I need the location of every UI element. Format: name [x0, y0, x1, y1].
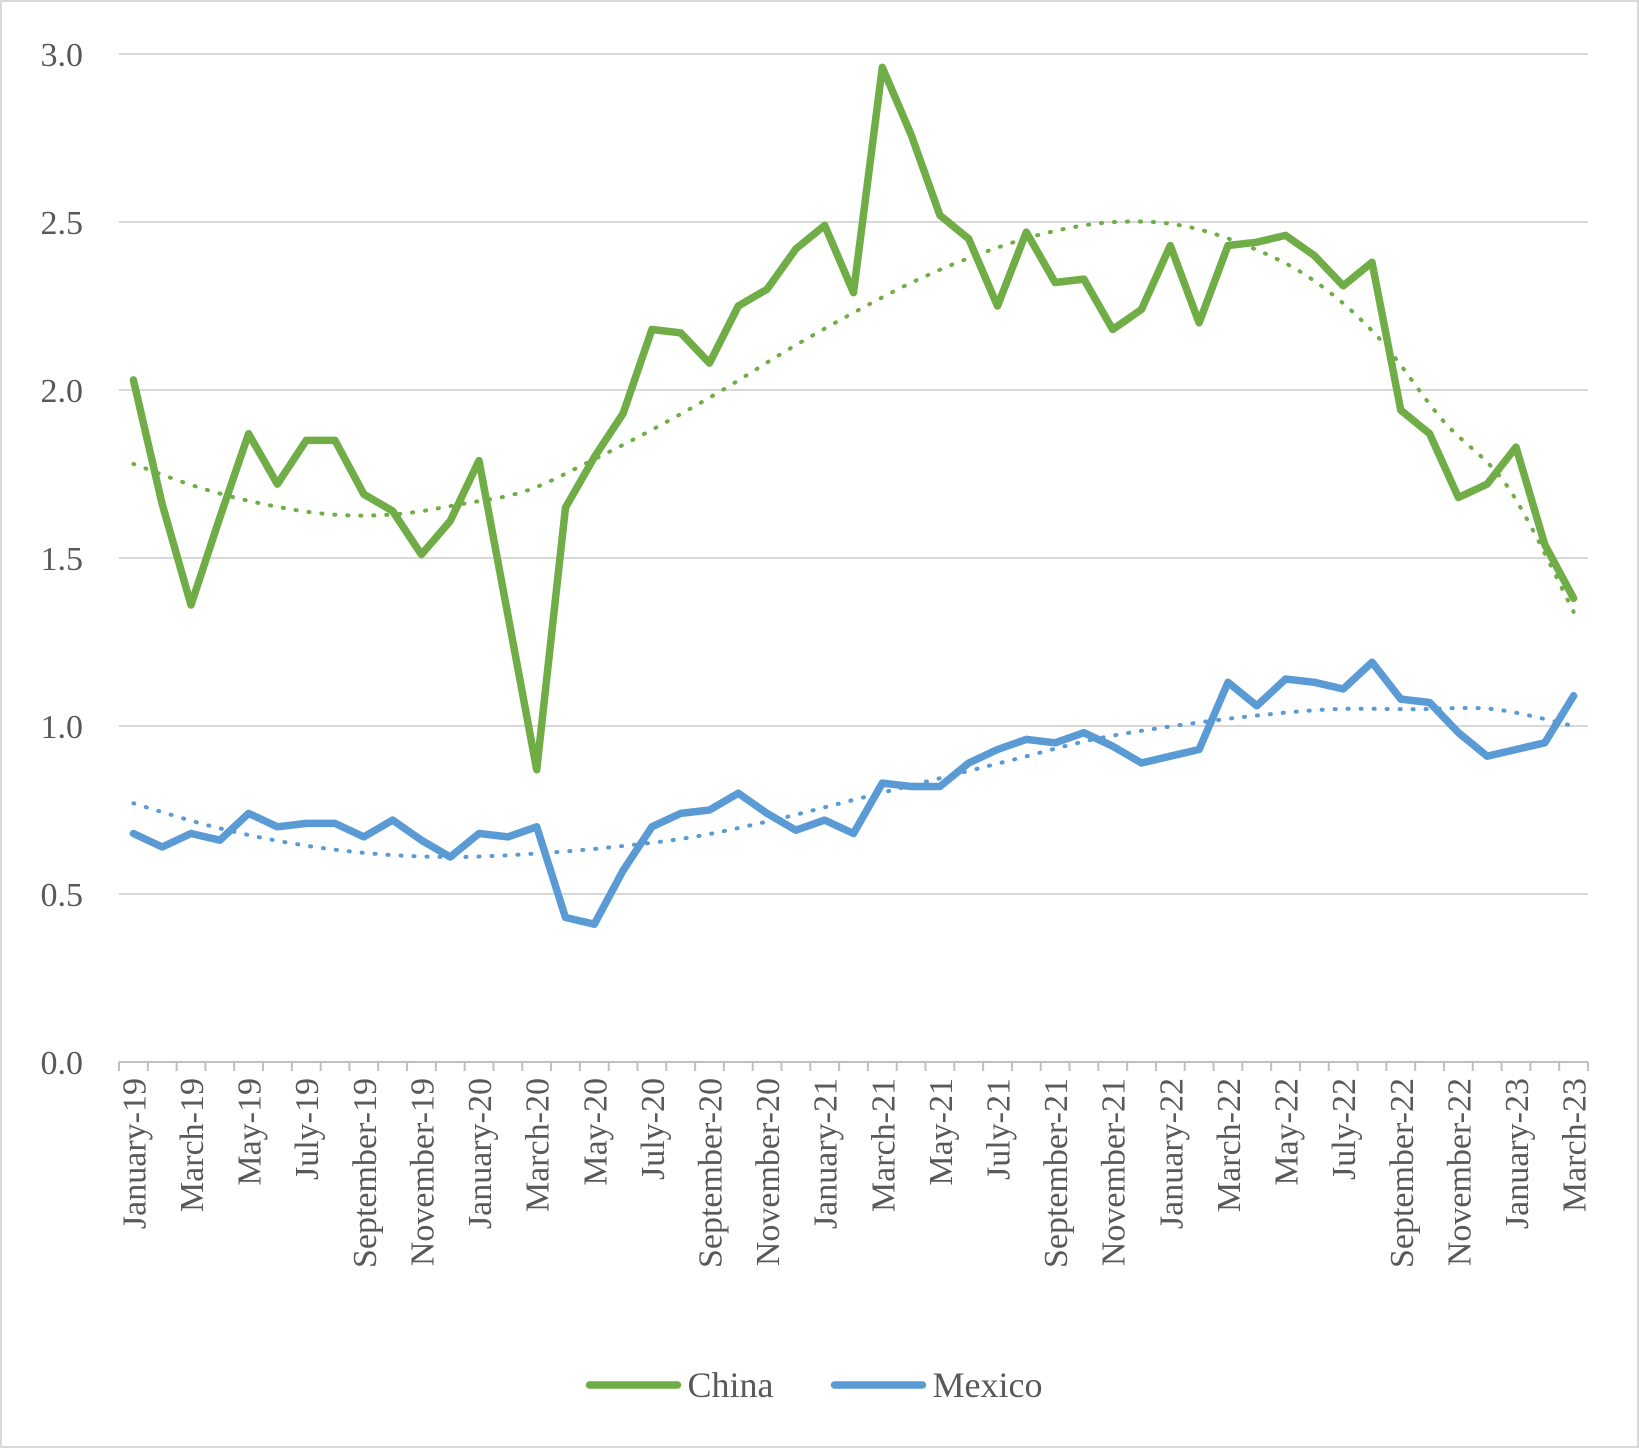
y-tick-label: 0.5 — [41, 877, 84, 914]
y-tick-label: 3.0 — [41, 37, 84, 74]
x-tick-label: May-19 — [232, 1078, 269, 1186]
x-tick-label: July-22 — [1326, 1078, 1363, 1180]
x-tick-label: November-20 — [750, 1078, 787, 1266]
legend-label-china: China — [688, 1365, 774, 1405]
x-axis: January-19 March-19 May-19 July-19 September… — [116, 1062, 1594, 1268]
china-trendline — [131, 219, 1576, 614]
y-tick-label: 2.5 — [41, 205, 84, 242]
x-tick-label: May-22 — [1269, 1078, 1306, 1186]
x-tick-label: March-23 — [1557, 1078, 1594, 1212]
china-series-line — [129, 63, 1578, 774]
gridlines — [119, 53, 1588, 1063]
y-axis-tick-labels: 0.0 0.5 1.0 1.5 2.0 2.5 3.0 — [41, 37, 84, 1082]
x-tick-label: March-21 — [865, 1078, 902, 1212]
x-tick-label: November-19 — [404, 1078, 441, 1266]
x-tick-label: September-22 — [1384, 1078, 1421, 1268]
y-tick-label: 2.0 — [41, 373, 84, 410]
x-tick-label: May-20 — [577, 1078, 614, 1186]
y-tick-label: 1.0 — [41, 709, 84, 746]
y-tick-label: 1.5 — [41, 541, 84, 578]
legend: China Mexico — [585, 1365, 1043, 1405]
x-tick-label: September-19 — [347, 1078, 384, 1268]
x-tick-label: January-23 — [1499, 1078, 1536, 1229]
y-tick-label: 0.0 — [41, 1045, 84, 1082]
x-tick-label: January-20 — [462, 1078, 499, 1229]
x-tick-label: May-21 — [923, 1078, 960, 1186]
legend-label-mexico: Mexico — [933, 1365, 1043, 1405]
x-tick-label: September-21 — [1038, 1078, 1075, 1268]
x-tick-label: March-22 — [1211, 1078, 1248, 1212]
mexico-series-line — [129, 658, 1578, 928]
x-tick-label: July-21 — [981, 1078, 1018, 1180]
x-tick-label: November-21 — [1096, 1078, 1133, 1266]
x-tick-label: January-22 — [1153, 1078, 1190, 1229]
x-tick-label: March-19 — [174, 1078, 211, 1212]
x-tick-label: January-19 — [116, 1078, 153, 1229]
mexico-trendline — [131, 705, 1576, 860]
x-tick-label: September-20 — [692, 1078, 729, 1268]
x-tick-label: January-21 — [808, 1078, 845, 1229]
x-tick-label: July-20 — [635, 1078, 672, 1180]
x-tick-label: November-22 — [1441, 1078, 1478, 1266]
x-tick-label: March-20 — [520, 1078, 557, 1212]
x-tick-label: July-19 — [289, 1078, 326, 1180]
series-lines — [129, 63, 1578, 928]
trendlines — [131, 219, 1576, 860]
